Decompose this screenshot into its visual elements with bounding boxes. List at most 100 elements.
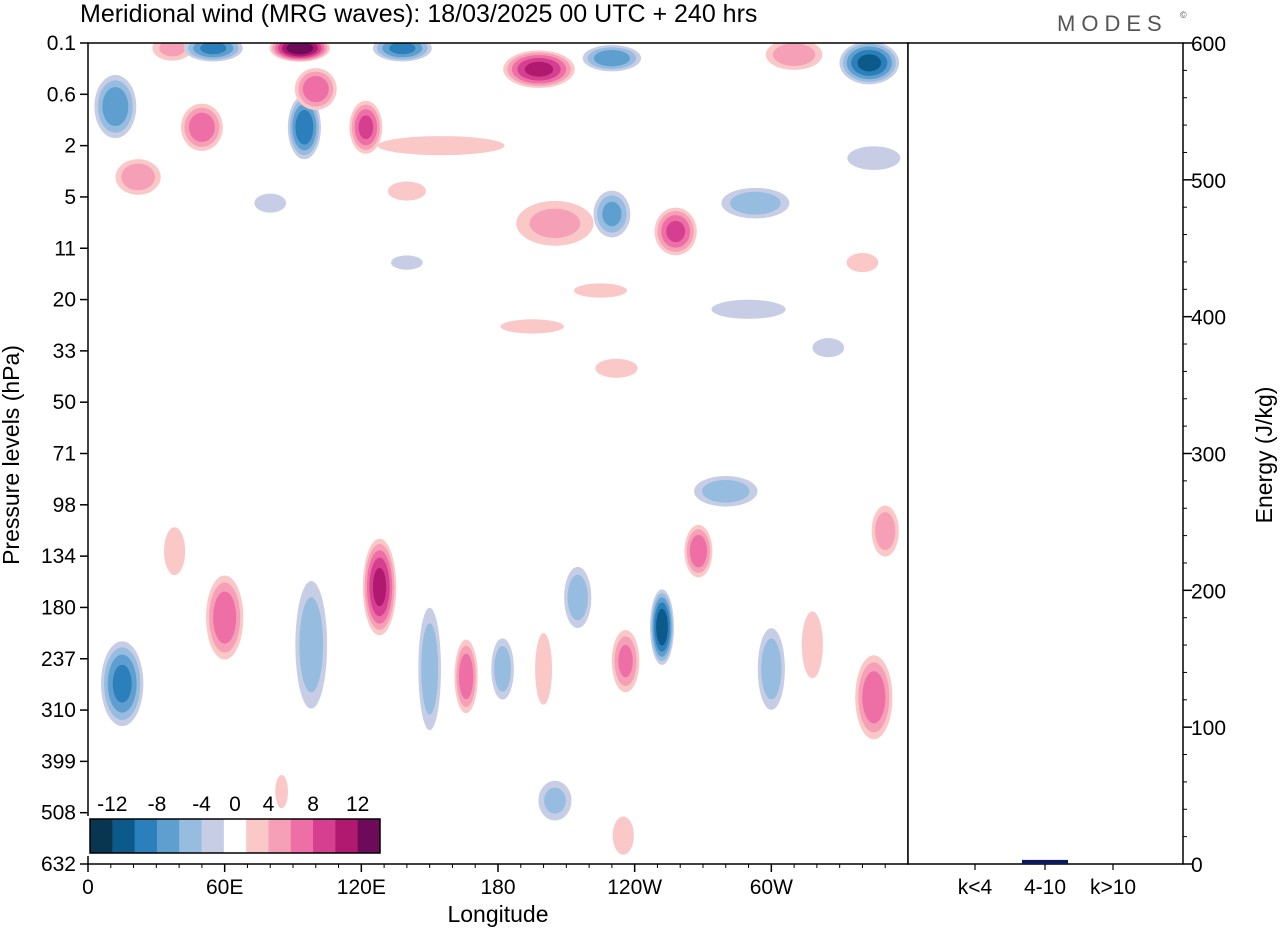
heatmap-plot — [88, 43, 908, 864]
field-blob — [721, 187, 790, 219]
field-blob — [491, 638, 514, 700]
energy-category-label: k>10 — [1090, 876, 1136, 899]
y-tick-label: 134 — [41, 545, 76, 568]
energy-tick-label: 400 — [1191, 307, 1226, 330]
y-tick-label: 0.6 — [47, 83, 76, 106]
field-blob — [152, 43, 193, 61]
y-tick-label: 33 — [53, 340, 76, 363]
field-blob — [839, 43, 900, 85]
energy-tick-label: 100 — [1191, 717, 1226, 740]
brand-text: MODES — [1057, 11, 1168, 36]
colorbar-label: 0 — [229, 793, 241, 816]
colorbar-swatch — [357, 819, 381, 853]
colorbar-swatch — [156, 819, 180, 853]
field-blob — [294, 68, 337, 111]
field-blob — [650, 589, 674, 665]
energy-bar-chart: 0 100 200 300 400 500 600 k<4 4-10 k>10 — [958, 33, 1226, 899]
x-tick-label: 60E — [206, 876, 243, 899]
y-tick-label: 50 — [53, 391, 76, 414]
field-blob — [765, 43, 823, 70]
y-tick-label: 98 — [53, 494, 76, 517]
field-blob — [711, 299, 786, 319]
field-blob — [757, 628, 785, 710]
field-blob — [847, 146, 901, 171]
energy-tick-label: 200 — [1191, 580, 1226, 603]
field-blob — [391, 255, 423, 270]
energy-category-label: 4-10 — [1024, 876, 1066, 899]
field-blob — [295, 581, 328, 709]
brand-logo: MODES © — [1057, 10, 1187, 36]
colorbar: -12 -8 -4 0 4 8 12 — [87, 793, 383, 856]
energy-tick-label: 0 — [1191, 854, 1203, 877]
field-blob — [538, 780, 572, 821]
colorbar-label: 8 — [307, 793, 319, 816]
field-blob — [612, 816, 634, 855]
y-tick-label: 0.1 — [47, 32, 76, 55]
field-blob — [377, 136, 505, 156]
colorbar-swatch — [223, 819, 247, 853]
energy-panel-frame — [907, 42, 1184, 865]
y-axis: 0.1 0.6 2 5 11 20 33 50 71 98 134 180 237 310 399 508 63… — [41, 32, 88, 876]
y-tick-label: 399 — [41, 750, 76, 773]
field-blob — [812, 338, 845, 358]
field-blob — [694, 475, 758, 507]
colorbar-swatch — [246, 819, 269, 853]
colorbar-label: -4 — [192, 793, 211, 816]
energy-axis-label: Energy (J/kg) — [1251, 387, 1277, 524]
x-tick-label: 120W — [607, 876, 662, 899]
field-blob — [163, 527, 186, 576]
y-tick-label: 508 — [41, 802, 76, 825]
x-tick-label: 0 — [82, 876, 94, 899]
field-blob — [516, 200, 594, 246]
field-blob — [454, 639, 478, 714]
colorbar-swatch — [112, 819, 136, 853]
field-blob — [611, 630, 640, 693]
field-blob — [503, 50, 575, 89]
field-blob — [846, 253, 879, 273]
field-blob — [574, 283, 627, 298]
field-blob — [871, 505, 899, 557]
x-axis-label: Longitude — [447, 901, 548, 927]
energy-tick-label: 300 — [1191, 444, 1226, 467]
field-blob — [500, 319, 564, 334]
field-blob — [94, 75, 137, 139]
y-tick-label: 5 — [64, 186, 76, 209]
field-blob — [801, 611, 823, 679]
field-blob — [180, 103, 223, 151]
x-tick-label: 60W — [750, 876, 793, 899]
field-blob — [100, 641, 144, 727]
field-blob — [564, 566, 592, 629]
field-blob — [275, 774, 288, 809]
x-axis: 0 60E 120E 180 120W 60W — [82, 864, 886, 899]
energy-tick-label: 500 — [1191, 170, 1226, 193]
energy-tick-label: 600 — [1191, 33, 1226, 56]
y-tick-label: 20 — [53, 289, 76, 312]
colorbar-label: -8 — [148, 793, 167, 816]
energy-category-label: k<4 — [958, 876, 993, 899]
field-blob — [582, 45, 642, 72]
colorbar-label: 4 — [263, 793, 275, 816]
colorbar-label: -12 — [97, 793, 127, 816]
y-tick-label: 11 — [54, 237, 76, 260]
y-axis-label: Pressure levels (hPa) — [0, 345, 24, 565]
colorbar-swatch — [201, 819, 225, 853]
y-tick-label: 632 — [41, 853, 76, 876]
colorbar-swatch — [290, 819, 314, 853]
y-tick-label: 310 — [41, 699, 76, 722]
field-blob — [372, 43, 432, 62]
energy-bar — [1022, 859, 1068, 864]
colorbar-swatch — [179, 819, 203, 853]
colorbar-swatch — [90, 819, 113, 853]
field-blob — [595, 358, 638, 378]
field-blob — [418, 607, 441, 731]
field-blob — [855, 655, 893, 740]
field-blob — [362, 538, 397, 636]
colorbar-swatch — [134, 819, 158, 853]
colorbar-swatch — [313, 819, 336, 853]
field-blob — [115, 159, 161, 195]
y-tick-label: 237 — [41, 648, 76, 671]
field-blob — [684, 524, 713, 578]
y-tick-label: 71 — [53, 443, 76, 466]
brand-mark: © — [1180, 10, 1187, 20]
